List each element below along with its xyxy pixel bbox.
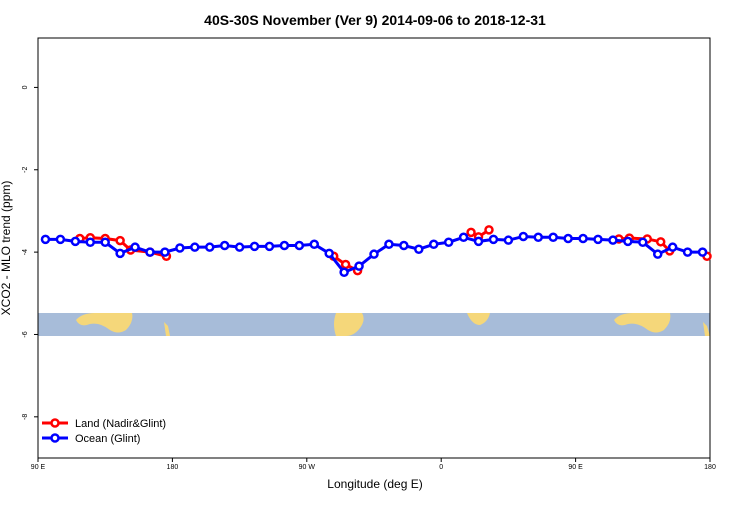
point xyxy=(667,242,678,252)
point xyxy=(339,267,349,278)
y-tick-label: 0 xyxy=(22,85,29,89)
point xyxy=(638,237,648,247)
x-tick-label: 0 xyxy=(439,464,443,471)
legend xyxy=(39,412,189,457)
point xyxy=(697,247,708,257)
point xyxy=(518,231,529,242)
legend-label: Land (Nadir&Glint) xyxy=(75,418,166,430)
point xyxy=(70,236,81,247)
point xyxy=(294,240,305,251)
point xyxy=(443,237,454,247)
x-tick-label: 180 xyxy=(704,464,716,471)
point xyxy=(115,235,125,246)
point xyxy=(466,227,476,238)
point xyxy=(652,249,663,259)
y-tick-label: -6 xyxy=(22,331,29,337)
map-strip xyxy=(38,313,710,336)
point xyxy=(130,242,140,252)
x-tick-label: 90 E xyxy=(568,464,583,471)
x-tick-label: 90 E xyxy=(31,464,46,471)
point xyxy=(115,248,125,259)
point xyxy=(384,239,394,250)
map-land xyxy=(164,322,170,336)
map-land xyxy=(334,313,364,336)
legend-label: Ocean (Glint) xyxy=(75,433,140,445)
plot-frame xyxy=(37,37,711,459)
point xyxy=(160,247,170,257)
point xyxy=(100,237,110,247)
point xyxy=(608,235,618,245)
point xyxy=(484,225,494,235)
point xyxy=(145,247,155,257)
map-land xyxy=(76,313,133,333)
chart-title: 40S-30S November (Ver 9) 2014-09-06 to 2… xyxy=(204,12,546,28)
map-land xyxy=(614,313,671,333)
point xyxy=(428,239,439,250)
map-land xyxy=(703,322,710,336)
point xyxy=(503,235,514,245)
x-tick-label: 180 xyxy=(167,464,179,471)
y-tick-label: -8 xyxy=(22,414,29,420)
y-tick-label: -4 xyxy=(22,249,29,255)
point xyxy=(623,236,633,247)
point xyxy=(548,232,558,243)
point xyxy=(682,247,693,257)
x-axis-label: Longitude (deg E) xyxy=(327,477,422,491)
point xyxy=(249,241,260,252)
point xyxy=(204,242,215,252)
point xyxy=(40,234,51,245)
point xyxy=(219,240,230,251)
point xyxy=(655,237,666,247)
point xyxy=(324,248,334,259)
point xyxy=(55,234,66,245)
point xyxy=(488,234,499,245)
map-ocean xyxy=(38,313,710,336)
point xyxy=(414,244,424,254)
point xyxy=(175,243,185,253)
y-tick-label: -2 xyxy=(22,167,29,173)
x-tick-label: 90 W xyxy=(299,464,316,471)
y-axis-label: XCO2 - MLO trend (ppm) xyxy=(0,181,13,316)
point xyxy=(458,232,469,243)
point xyxy=(340,259,351,270)
legend-marker xyxy=(50,433,60,443)
point xyxy=(399,240,409,251)
point xyxy=(279,240,290,251)
point xyxy=(309,239,320,250)
point xyxy=(354,261,364,271)
legend-marker xyxy=(50,418,60,428)
map-land xyxy=(467,313,490,325)
point xyxy=(533,232,544,243)
point xyxy=(369,249,379,259)
point xyxy=(234,242,245,252)
point xyxy=(264,241,275,252)
point xyxy=(85,237,96,247)
point xyxy=(578,233,588,244)
point xyxy=(473,236,484,247)
point xyxy=(563,233,573,244)
point xyxy=(190,242,200,252)
point xyxy=(593,234,603,245)
